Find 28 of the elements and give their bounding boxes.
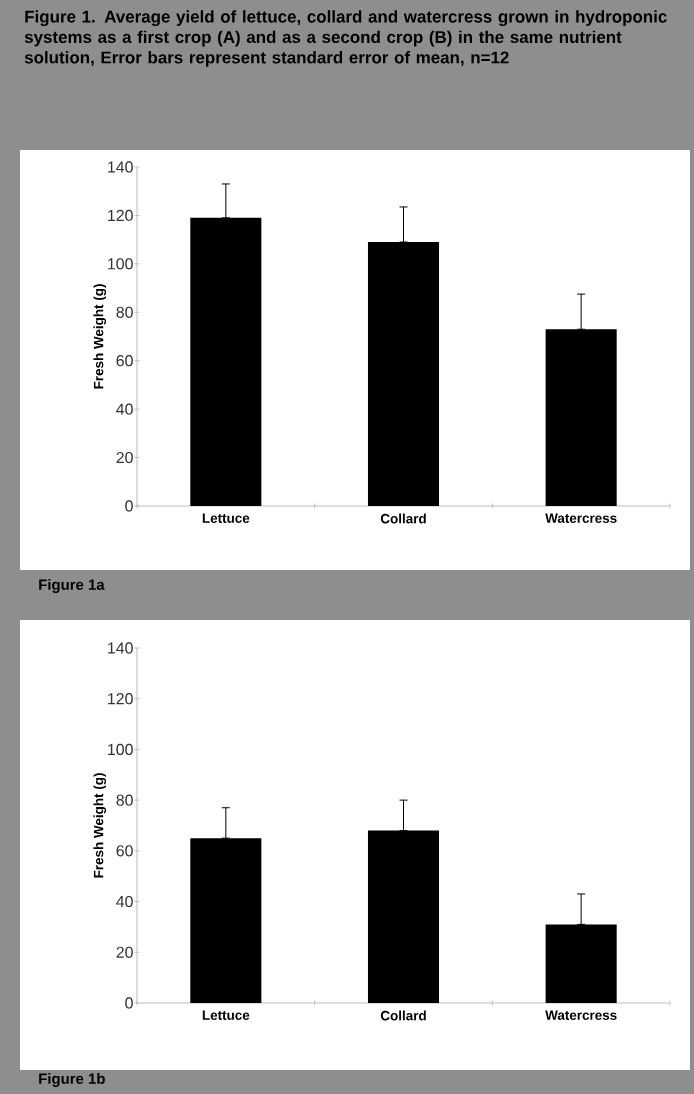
y-tick-label: 140 [108, 642, 133, 654]
y-axis-title: Fresh Weight (g) [93, 284, 107, 389]
y-tick-label: 100 [108, 258, 133, 270]
bar [367, 242, 440, 506]
y-tick-label: 60 [116, 845, 133, 857]
x-tick-label: Collard [380, 1010, 426, 1021]
y-tick-label: 100 [108, 743, 133, 756]
y-tick-label: 140 [108, 161, 133, 173]
y-tick-label: 40 [116, 895, 133, 908]
y-tick-label: 20 [116, 946, 133, 958]
caption: Figure 1b [39, 1072, 105, 1087]
y-tick-label: 80 [116, 794, 133, 806]
y-tick-label: 60 [116, 355, 133, 367]
x-tick-label: Collard [380, 513, 426, 524]
y-tick-label: 0 [125, 997, 133, 1009]
y-axis-title: Fresh Weight (g) [93, 773, 107, 878]
y-tick-label: 80 [116, 306, 133, 318]
y-tick-label: 0 [125, 500, 133, 512]
y-tick-label: 120 [108, 209, 133, 222]
y-tick-label: 40 [116, 403, 133, 415]
y-tick-label: 20 [116, 451, 133, 464]
x-tick-label: Watercress [545, 1010, 617, 1020]
x-tick-label: Lettuce [202, 1010, 250, 1020]
chart-title: Figure 1. Average yield of lettuce, collard and watercress grown in hydroponic systems as a first crop (A) and as a second crop (B) in the same nutrient solution, Error bars represent standard error of mean, n=12 [24, 10, 667, 67]
caption: Figure 1a [39, 579, 105, 593]
x-tick-label: Watercress [545, 513, 617, 523]
x-tick-label: Lettuce [202, 513, 250, 523]
y-tick-label: 120 [108, 693, 133, 705]
